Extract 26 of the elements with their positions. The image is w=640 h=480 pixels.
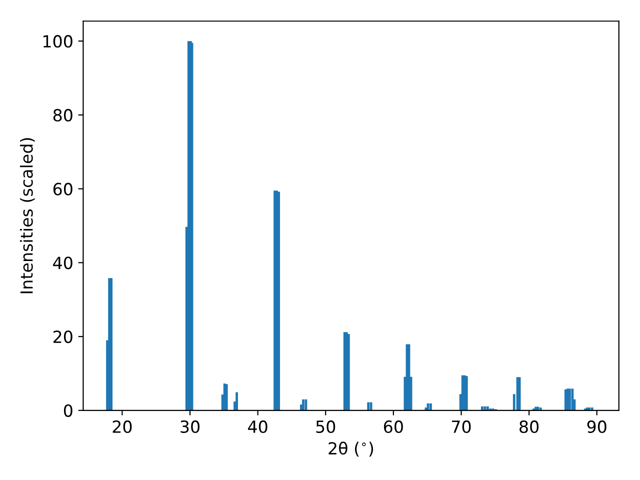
bar bbox=[367, 402, 370, 410]
x-tick-label: 20 bbox=[112, 420, 132, 434]
bar bbox=[430, 403, 432, 410]
bar bbox=[278, 192, 280, 410]
x-tick-label: 30 bbox=[180, 420, 200, 434]
y-tick-label: 0 bbox=[64, 404, 72, 417]
bar bbox=[571, 388, 574, 410]
y-tick-label: 20 bbox=[53, 330, 72, 344]
x-tick-label: 90 bbox=[587, 420, 606, 434]
bar bbox=[302, 399, 304, 410]
bar bbox=[536, 406, 540, 410]
x-tick-label: 80 bbox=[520, 420, 539, 434]
y-tick-label: 80 bbox=[53, 108, 72, 122]
x-tick-label: 70 bbox=[452, 420, 471, 434]
bar bbox=[236, 392, 238, 410]
y-tick-label: 100 bbox=[43, 35, 72, 48]
y-tick-label: 40 bbox=[53, 256, 72, 270]
bar bbox=[486, 406, 489, 410]
y-axis-title: Intensities (scaled) bbox=[20, 138, 35, 294]
y-tick-label: 60 bbox=[53, 182, 72, 196]
x-axis-title: 2θ ($^{∘}$) bbox=[328, 442, 374, 457]
x-tick-label: 60 bbox=[384, 420, 403, 434]
bar bbox=[110, 278, 113, 410]
x-tick-label: 40 bbox=[248, 420, 268, 434]
x-tick-label: 50 bbox=[316, 420, 336, 434]
bar bbox=[481, 406, 484, 410]
